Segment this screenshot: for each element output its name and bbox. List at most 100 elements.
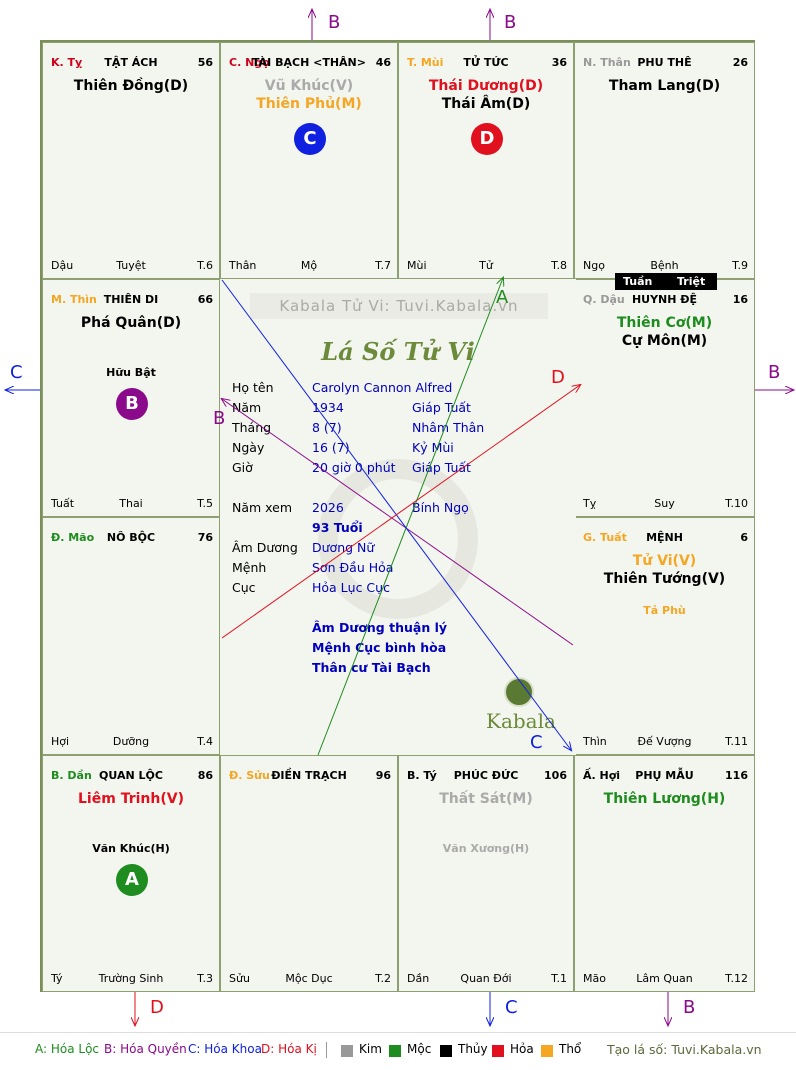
legend-moc: Mộc [407,1042,432,1056]
palace-term: T.12 [725,972,748,985]
value-ngay: 16 (7) [312,440,350,455]
value-nam-xem-can: Bính Ngọ [412,500,469,515]
palace-number: 96 [375,769,391,782]
swatch-kim [341,1045,353,1057]
legend-hoa-khoa: C: Hóa Khoa [188,1042,262,1056]
palace-term: T.4 [197,735,213,748]
main-stars: Thất Sát(M) [399,790,573,808]
palace-thin-dragon: M. Thìn THIÊN DI 66 Phá Quân(D) Hữu Bật B Tuất… [42,279,220,517]
palace-stem: C. Ngọ [229,56,270,69]
palace-tuat-dog: G. Tuất MỆNH 6 Tử Vi(V) Thiên Tướng(V) Tả Phù… [574,517,755,755]
yin-yang-watermark [318,459,478,619]
palace-hoi-pig: Ấ. Hợi PHỤ MẪU 116 Thiên Lương(H) Mão Lâm Qua… [574,755,755,992]
kabala-logo-text: Kabala [486,709,556,733]
palace-name: NÔ BỘC [106,531,156,544]
palace-stem: K. Tỵ [51,56,83,69]
main-star: Thất Sát(M) [439,791,533,807]
palace-branch: Mão [583,972,606,985]
palace-stage: Suy [654,497,675,510]
main-stars: Vũ Khúc(V) Thiên Phủ(M) [221,77,397,113]
value-menh: Sơn Đầu Hỏa [312,560,394,575]
label-nam-xem: Năm xem [232,500,293,515]
label-bottom-1: D [150,997,164,1018]
palace-stage: Mộc Dục [285,972,333,985]
main-star: Tử Vi(V) [632,553,697,569]
palace-stem: B. Tý [407,769,437,782]
palace-branch: Thân [229,259,257,272]
label-bottom-3: B [683,997,696,1018]
palace-stage: Trường Sinh [98,972,164,985]
label-cuc: Cục [232,580,256,595]
note-menh-cuc: Mệnh Cục bình hòa [312,640,447,655]
value-ho-ten: Carolyn Cannon Alfred [312,380,453,395]
label-inner-a: A [496,287,509,308]
value-tuoi: 93 Tuổi [312,520,363,535]
label-nam: Năm [232,400,262,415]
note-than-cu: Thân cư Tài Bạch [312,660,431,675]
horoscope-chart: K. Tỵ TẬT ÁCH 56 Thiên Đồng(D) Dậu Tuyệt T.6 C.… [40,40,755,992]
main-star: Cự Môn(M) [621,333,708,349]
palace-number: 76 [197,531,213,544]
palace-number: 116 [725,769,748,782]
label-thang: Tháng [232,420,272,435]
palace-term: T.5 [197,497,213,510]
label-left: C [10,362,23,383]
swatch-moc [389,1045,401,1057]
palace-branch: Dần [407,972,430,985]
legend-divider [0,1032,796,1033]
palace-ngo-horse: C. Ngọ TÀI BẠCH <THÂN> 46 Vũ Khúc(V) Thiên P… [220,42,398,279]
palace-ty-snake: K. Tỵ TẬT ÁCH 56 Thiên Đồng(D) Dậu Tuyệt T.6 [42,42,220,279]
palace-number: 66 [197,293,213,306]
palace-name: PHU THÊ [637,56,692,69]
main-star: Phá Quân(D) [80,315,182,331]
transform-badge-b: B [116,388,148,420]
palace-stem: Đ. Sửu [229,769,270,782]
label-inner-d: D [551,367,565,388]
tuan-label: Tuần [623,275,653,288]
palace-name: MỆNH [646,531,683,544]
palace-term: T.3 [197,972,213,985]
palace-branch: Mùi [407,259,427,272]
main-star: Thiên Cơ(M) [616,315,713,331]
palace-term: T.8 [551,259,567,272]
main-stars: Thiên Lương(H) [575,790,754,808]
palace-dan-tiger: B. Dần QUAN LỘC 86 Liêm Trinh(V) Văn Khúc(H)… [42,755,220,992]
value-thang-can: Nhâm Thân [412,420,485,435]
main-star: Thiên Phủ(M) [256,96,362,112]
palace-stem: Q. Dậu [583,293,625,306]
palace-stage: Thai [119,497,143,510]
main-stars: Thiên Cơ(M) Cự Môn(M) [575,314,754,350]
minor-star: Văn Khúc(H) [92,842,170,855]
palace-name: PHỤ MẪU [635,769,694,782]
label-menh: Mệnh [232,560,267,575]
palace-term: T.6 [197,259,213,272]
legend-hoa: Hỏa [510,1042,534,1056]
palace-term: T.2 [375,972,391,985]
palace-term: T.9 [732,259,748,272]
palace-branch: Ngọ [583,259,605,272]
value-gio-can: Giáp Tuất [412,460,471,475]
legend-hoa-loc: A: Hóa Lộc [35,1042,100,1056]
value-nam-can: Giáp Tuất [412,400,471,415]
palace-term: T.1 [551,972,567,985]
label-gio: Giờ [232,460,253,475]
palace-stem: G. Tuất [583,531,627,544]
palace-stem: Ấ. Hợi [583,769,621,782]
swatch-tho [541,1045,553,1057]
palace-stem: T. Mùi [407,56,444,69]
label-am-duong: Âm Dương [232,540,298,555]
palace-stage: Đế Vượng [637,735,692,748]
palace-name: THIÊN DI [103,293,159,306]
palace-number: 26 [732,56,748,69]
main-star: Liêm Trinh(V) [78,791,184,807]
legend-separator [326,1042,327,1058]
kabala-logo-icon [504,677,534,707]
palace-branch: Tuất [51,497,75,510]
palace-name: HUYNH ĐỆ [631,293,698,306]
main-star: Thái Dương(D) [428,78,544,94]
palace-term: T.10 [725,497,748,510]
palace-branch: Hợi [51,735,70,748]
palace-branch: Sửu [229,972,250,985]
legend-site: Tạo lá số: Tuvi.Kabala.vn [607,1042,762,1057]
palace-suu-ox: Đ. Sửu ĐIỀN TRẠCH 96 Sửu Mộc Dục T.2 [220,755,398,992]
